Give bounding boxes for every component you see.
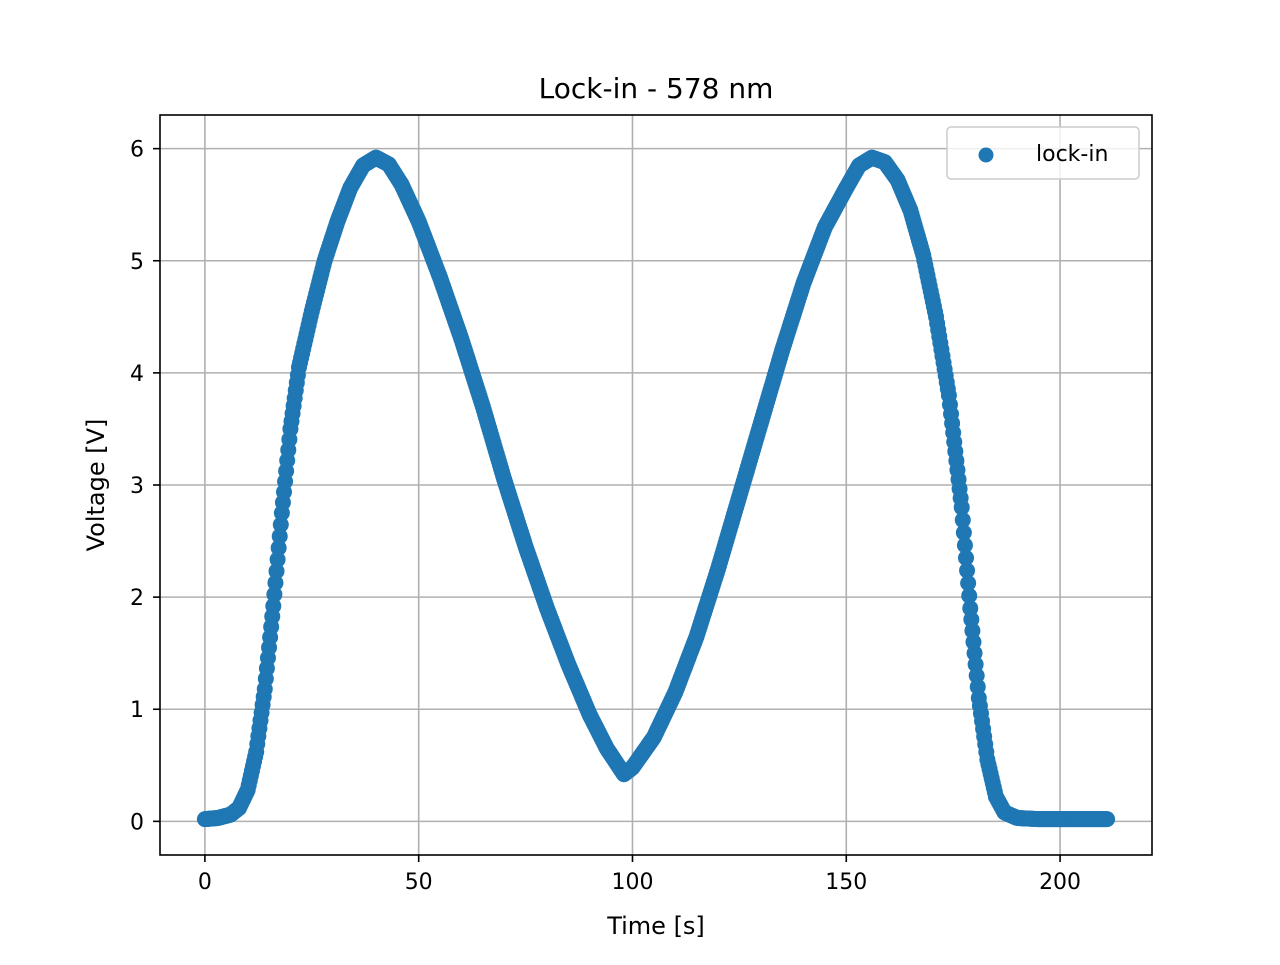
data-point [954, 512, 971, 529]
x-tick-label: 100 [611, 870, 653, 895]
data-point [958, 549, 974, 566]
x-tick-label: 50 [405, 870, 433, 895]
data-point [960, 575, 977, 592]
x-tick-label: 200 [1039, 870, 1081, 895]
data-point [955, 524, 972, 541]
data-point [269, 551, 286, 568]
legend-box [946, 126, 1140, 180]
data-point [961, 587, 978, 604]
data-point [265, 598, 282, 615]
data-point [272, 516, 289, 533]
y-tick-label: 3 [130, 474, 144, 499]
x-axis-label: Time [s] [606, 912, 705, 940]
data-point [953, 499, 970, 516]
data-point [1099, 811, 1116, 828]
y-tick-label: 1 [130, 698, 144, 723]
axis-ticks: 0 50 100 150 200 0 1 2 3 4 5 6 [130, 138, 1081, 895]
data-point [266, 586, 283, 603]
data-point [271, 528, 288, 545]
y-tick-label: 4 [130, 362, 144, 387]
data-point [959, 562, 976, 579]
legend-label-lock-in: lock-in [1036, 142, 1108, 167]
x-tick-label: 0 [198, 870, 212, 895]
chart-title: Lock-in - 578 nm [539, 72, 774, 105]
y-axis-label: Voltage [V] [82, 419, 110, 552]
y-tick-label: 6 [130, 138, 144, 163]
legend: lock-in [946, 126, 1140, 180]
data-point [956, 537, 973, 554]
data-point [268, 563, 285, 580]
data-point [270, 539, 287, 556]
y-tick-label: 2 [130, 586, 144, 611]
legend-marker-lock-in [978, 147, 994, 163]
grid-lines [160, 115, 1152, 855]
y-tick-label: 5 [130, 250, 144, 275]
data-point [267, 574, 284, 591]
data-series-lock-in [196, 149, 1116, 828]
x-tick-label: 150 [825, 870, 867, 895]
y-tick-label: 0 [130, 810, 144, 835]
